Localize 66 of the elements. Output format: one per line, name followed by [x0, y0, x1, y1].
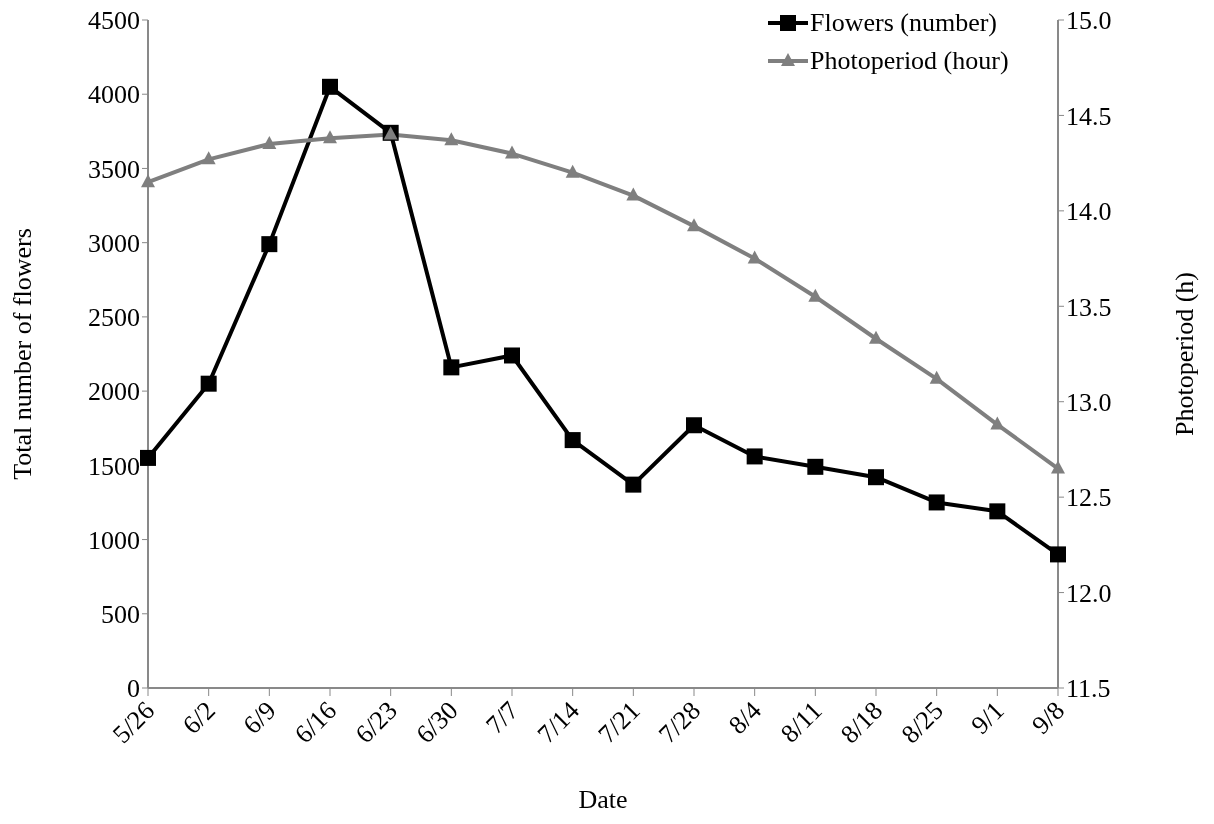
point: [989, 503, 1006, 520]
point: [505, 145, 519, 159]
point: [808, 288, 823, 302]
point: [626, 187, 641, 201]
point: [747, 250, 762, 264]
point: [929, 370, 944, 384]
x-tick-label: 6/16: [289, 695, 343, 749]
x-tick-label: 9/1: [965, 695, 1010, 740]
point: [444, 132, 459, 146]
point: [686, 417, 702, 434]
y2-tick-label: 12.0: [1066, 578, 1112, 608]
y-tick-label: 4500: [88, 6, 140, 36]
x-tick-label: 8/11: [775, 695, 828, 749]
y-tick-label: 3500: [88, 154, 140, 184]
y-tick-label: 2500: [88, 303, 140, 333]
point: [807, 458, 824, 475]
point: [746, 448, 763, 465]
point: [1050, 546, 1066, 563]
point: [868, 469, 884, 486]
y2-tick-label: 15.0: [1066, 6, 1112, 36]
x-tick-label: 7/7: [480, 695, 525, 740]
point: [323, 130, 337, 144]
point: [990, 416, 1005, 430]
y-tick-label: 3000: [88, 228, 140, 258]
y-tick-label: 0: [127, 674, 140, 704]
x-tick-label: 6/30: [410, 695, 464, 749]
point: [1051, 460, 1065, 474]
point: [140, 449, 156, 466]
point: [869, 330, 883, 344]
x-axis-title: Date: [578, 785, 628, 814]
x-tick-label: 8/4: [722, 695, 767, 740]
y2-tick-label: 13.5: [1066, 292, 1112, 322]
x-tick-label: 8/25: [895, 695, 949, 749]
y-axis-title: Total number of flowers: [8, 228, 38, 480]
point: [564, 432, 581, 449]
point: [262, 136, 277, 150]
y-tick-label: 2000: [88, 377, 140, 407]
point: [504, 347, 520, 364]
x-tick-label: 6/9: [237, 695, 282, 740]
point: [200, 375, 217, 392]
y2-tick-label: 13.0: [1066, 387, 1112, 417]
x-tick-label: 6/23: [349, 695, 403, 749]
point: [201, 151, 216, 165]
y2-tick-label: 14.5: [1066, 101, 1112, 131]
point: [928, 494, 945, 511]
y2-tick-label: 14.0: [1066, 197, 1112, 227]
point: [322, 78, 338, 95]
x-tick-label: 7/14: [531, 695, 585, 749]
point: [625, 476, 642, 493]
point: [443, 359, 460, 376]
x-tick-label: 6/2: [176, 695, 221, 740]
y-tick-label: 500: [101, 600, 140, 630]
point: [565, 164, 580, 178]
point: [141, 174, 155, 188]
y2-axis-title: Photoperiod (h): [1170, 272, 1200, 436]
y-tick-label: 4000: [88, 80, 140, 110]
y-tick-label: 1000: [88, 525, 140, 555]
y2-tick-label: 12.5: [1066, 483, 1112, 513]
x-tick-label: 8/18: [835, 695, 889, 749]
legend-label: Photoperiod (hour): [810, 45, 1009, 77]
y-tick-label: 1500: [88, 451, 140, 481]
x-tick-label: 7/21: [592, 695, 646, 749]
legend-label: Flowers (number): [810, 7, 998, 39]
point: [261, 236, 278, 253]
x-tick-label: 7/28: [653, 695, 707, 749]
point: [687, 218, 701, 232]
